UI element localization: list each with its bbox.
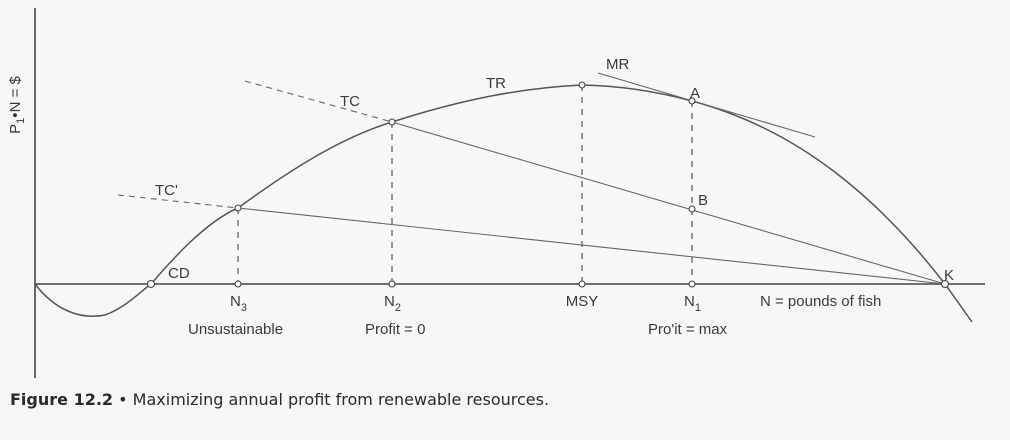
tc-label: TC [340,93,360,110]
n3-curve-point [234,204,242,212]
k-label: K [944,267,954,284]
cd-point [146,279,156,289]
mr-label: MR [606,56,629,73]
n1-tick-label: N1 [684,293,701,314]
n3-axis-point [234,280,242,288]
tc-prime-line [237,207,946,285]
point-b [688,205,696,213]
tc-prime-line-extension [117,194,239,209]
figure-caption: Figure 12.2 • Maximizing annual profit f… [10,390,549,409]
n2-curve-point [388,118,396,126]
msy-curve-point [578,81,586,89]
x-axis-label: N = pounds of fish [760,293,881,310]
tc-prime-label: TC' [155,182,178,199]
n3-tick-label: N3 [230,293,247,314]
n2-tick-label: N2 [384,293,401,314]
unsustainable-label: Unsustainable [188,321,283,338]
tc-line-extension [244,80,393,123]
caption-text: Maximizing annual profit from renewable … [132,390,550,409]
point-a [688,97,696,105]
cd-label: CD [168,265,190,282]
caption-bullet: • [118,390,128,409]
n2-axis-point [388,280,396,288]
msy-axis-point [578,280,586,288]
y-axis-label: P1•N = $ [7,76,27,134]
figure-number: Figure 12.2 [10,390,114,409]
profit-max-label: Pro'it = max [648,321,728,338]
n1-axis-point [688,280,696,288]
mr-tangent-line [597,72,816,138]
b-label: B [698,192,708,209]
msy-tick-label: MSY [566,293,599,310]
tr-label: TR [486,75,506,92]
k-point [940,279,950,289]
tc-line [391,121,946,285]
tr-curve [34,84,973,323]
a-label: A [690,85,700,102]
profit-zero-label: Profit = 0 [365,321,425,338]
